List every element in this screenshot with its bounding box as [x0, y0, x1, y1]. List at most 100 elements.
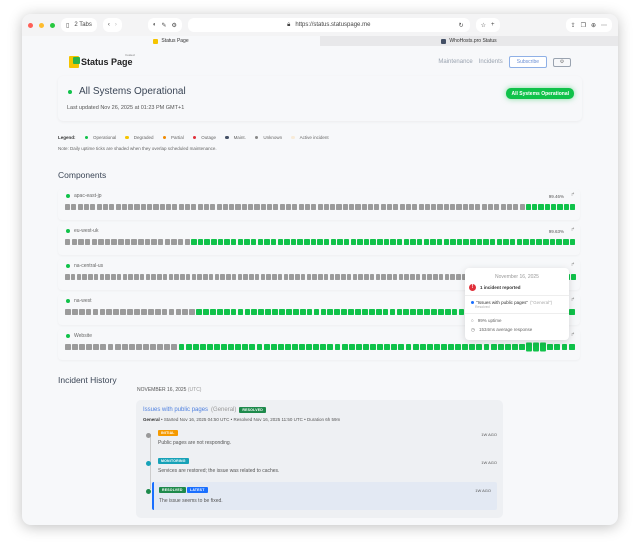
uptime-tick[interactable] [483, 344, 490, 350]
uptime-tick[interactable] [260, 204, 266, 210]
uptime-tick[interactable] [242, 344, 249, 350]
uptime-tick[interactable] [203, 309, 209, 315]
uptime-tick[interactable] [162, 274, 168, 280]
uptime-tick[interactable] [364, 274, 369, 280]
uptime-tick[interactable] [456, 274, 461, 280]
uptime-tick[interactable] [450, 274, 455, 280]
uptime-tick[interactable] [254, 274, 260, 280]
uptime-tick[interactable] [171, 344, 178, 350]
settings-button[interactable]: ⚙ [553, 57, 571, 67]
uptime-tick[interactable] [455, 344, 462, 350]
uptime-tick[interactable] [99, 274, 105, 280]
uptime-tick[interactable] [120, 309, 126, 315]
uptime-tick[interactable] [540, 342, 547, 352]
uptime-tick[interactable] [237, 309, 244, 315]
uptime-tick[interactable] [88, 274, 93, 280]
uptime-tick[interactable] [249, 344, 256, 350]
uptime-tick[interactable] [504, 344, 511, 350]
uptime-tick[interactable] [290, 239, 297, 245]
uptime-tick[interactable] [392, 274, 398, 280]
uptime-tick[interactable] [440, 344, 447, 350]
close-button[interactable] [28, 22, 33, 28]
uptime-tick[interactable] [419, 344, 426, 350]
uptime-tick[interactable] [320, 309, 327, 315]
uptime-tick[interactable] [139, 274, 145, 280]
uptime-tick[interactable] [341, 309, 347, 315]
uptime-tick[interactable] [134, 274, 139, 280]
uptime-tick[interactable] [197, 274, 202, 280]
uptime-tick[interactable] [511, 344, 518, 350]
uptime-tick[interactable] [65, 344, 71, 350]
more-icon[interactable]: ⋯ [601, 22, 607, 29]
uptime-tick[interactable] [311, 204, 317, 210]
uptime-tick[interactable] [554, 344, 561, 350]
uptime-tick[interactable] [237, 239, 244, 245]
uptime-tick[interactable] [72, 344, 78, 350]
uptime-tick[interactable] [157, 274, 162, 280]
uptime-tick[interactable] [443, 204, 449, 210]
uptime-tick[interactable] [368, 309, 375, 315]
uptime-tick[interactable] [65, 274, 70, 280]
uptime-tick[interactable] [458, 309, 465, 315]
uptime-tick[interactable] [114, 344, 121, 350]
uptime-tick[interactable] [431, 204, 437, 210]
uptime-tick[interactable] [399, 204, 405, 210]
uptime-tick[interactable] [469, 204, 475, 210]
external-link-icon[interactable]: ↱ [570, 192, 575, 198]
uptime-tick[interactable] [211, 239, 217, 245]
uptime-tick[interactable] [433, 274, 438, 280]
uptime-tick[interactable] [100, 344, 107, 350]
uptime-tick[interactable] [270, 344, 277, 350]
uptime-tick[interactable] [337, 239, 343, 245]
uptime-tick[interactable] [368, 204, 374, 210]
uptime-tick[interactable] [264, 239, 270, 245]
uptime-tick[interactable] [93, 274, 99, 280]
uptime-tick[interactable] [199, 344, 206, 350]
external-link-icon[interactable]: ↱ [570, 227, 575, 233]
uptime-tick[interactable] [335, 274, 340, 280]
uptime-tick[interactable] [387, 274, 392, 280]
uptime-tick[interactable] [145, 274, 151, 280]
uptime-tick[interactable] [549, 239, 556, 245]
uptime-tick[interactable] [410, 309, 417, 315]
uptime-tick[interactable] [456, 239, 463, 245]
uptime-tick[interactable] [121, 204, 127, 210]
uptime-tick[interactable] [295, 274, 300, 280]
uptime-tick[interactable] [82, 274, 87, 280]
uptime-tick[interactable] [384, 344, 391, 350]
uptime-tick[interactable] [369, 274, 375, 280]
star-icon[interactable]: ☆ [480, 22, 487, 29]
uptime-tick[interactable] [144, 239, 151, 245]
uptime-tick[interactable] [150, 344, 157, 350]
uptime-tick[interactable] [312, 274, 317, 280]
uptime-tick[interactable] [231, 239, 237, 245]
uptime-tick[interactable] [192, 344, 199, 350]
uptime-tick[interactable] [292, 204, 298, 210]
uptime-tick[interactable] [251, 309, 258, 315]
uptime-tick[interactable] [513, 204, 519, 210]
uptime-tick[interactable] [157, 344, 164, 350]
uptime-tick[interactable] [506, 204, 512, 210]
uptime-tick[interactable] [431, 309, 437, 315]
uptime-tick[interactable] [476, 344, 483, 350]
uptime-tick[interactable] [327, 309, 334, 315]
uptime-tick[interactable] [128, 274, 133, 280]
uptime-tick[interactable] [377, 239, 383, 245]
uptime-tick[interactable] [403, 239, 410, 245]
uptime-tick[interactable] [405, 204, 411, 210]
uptime-tick[interactable] [168, 274, 174, 280]
uptime-tick[interactable] [438, 274, 444, 280]
uptime-tick[interactable] [266, 274, 271, 280]
uptime-tick[interactable] [102, 204, 108, 210]
uptime-tick[interactable] [463, 239, 469, 245]
uptime-tick[interactable] [386, 204, 393, 210]
uptime-tick[interactable] [99, 309, 106, 315]
uptime-tick[interactable] [415, 274, 421, 280]
uptime-tick[interactable] [569, 309, 575, 315]
uptime-tick[interactable] [203, 204, 209, 210]
uptime-tick[interactable] [462, 344, 469, 350]
uptime-tick[interactable] [243, 274, 248, 280]
uptime-tick[interactable] [483, 239, 489, 245]
uptime-tick[interactable] [85, 309, 92, 315]
uptime-tick[interactable] [153, 204, 159, 210]
